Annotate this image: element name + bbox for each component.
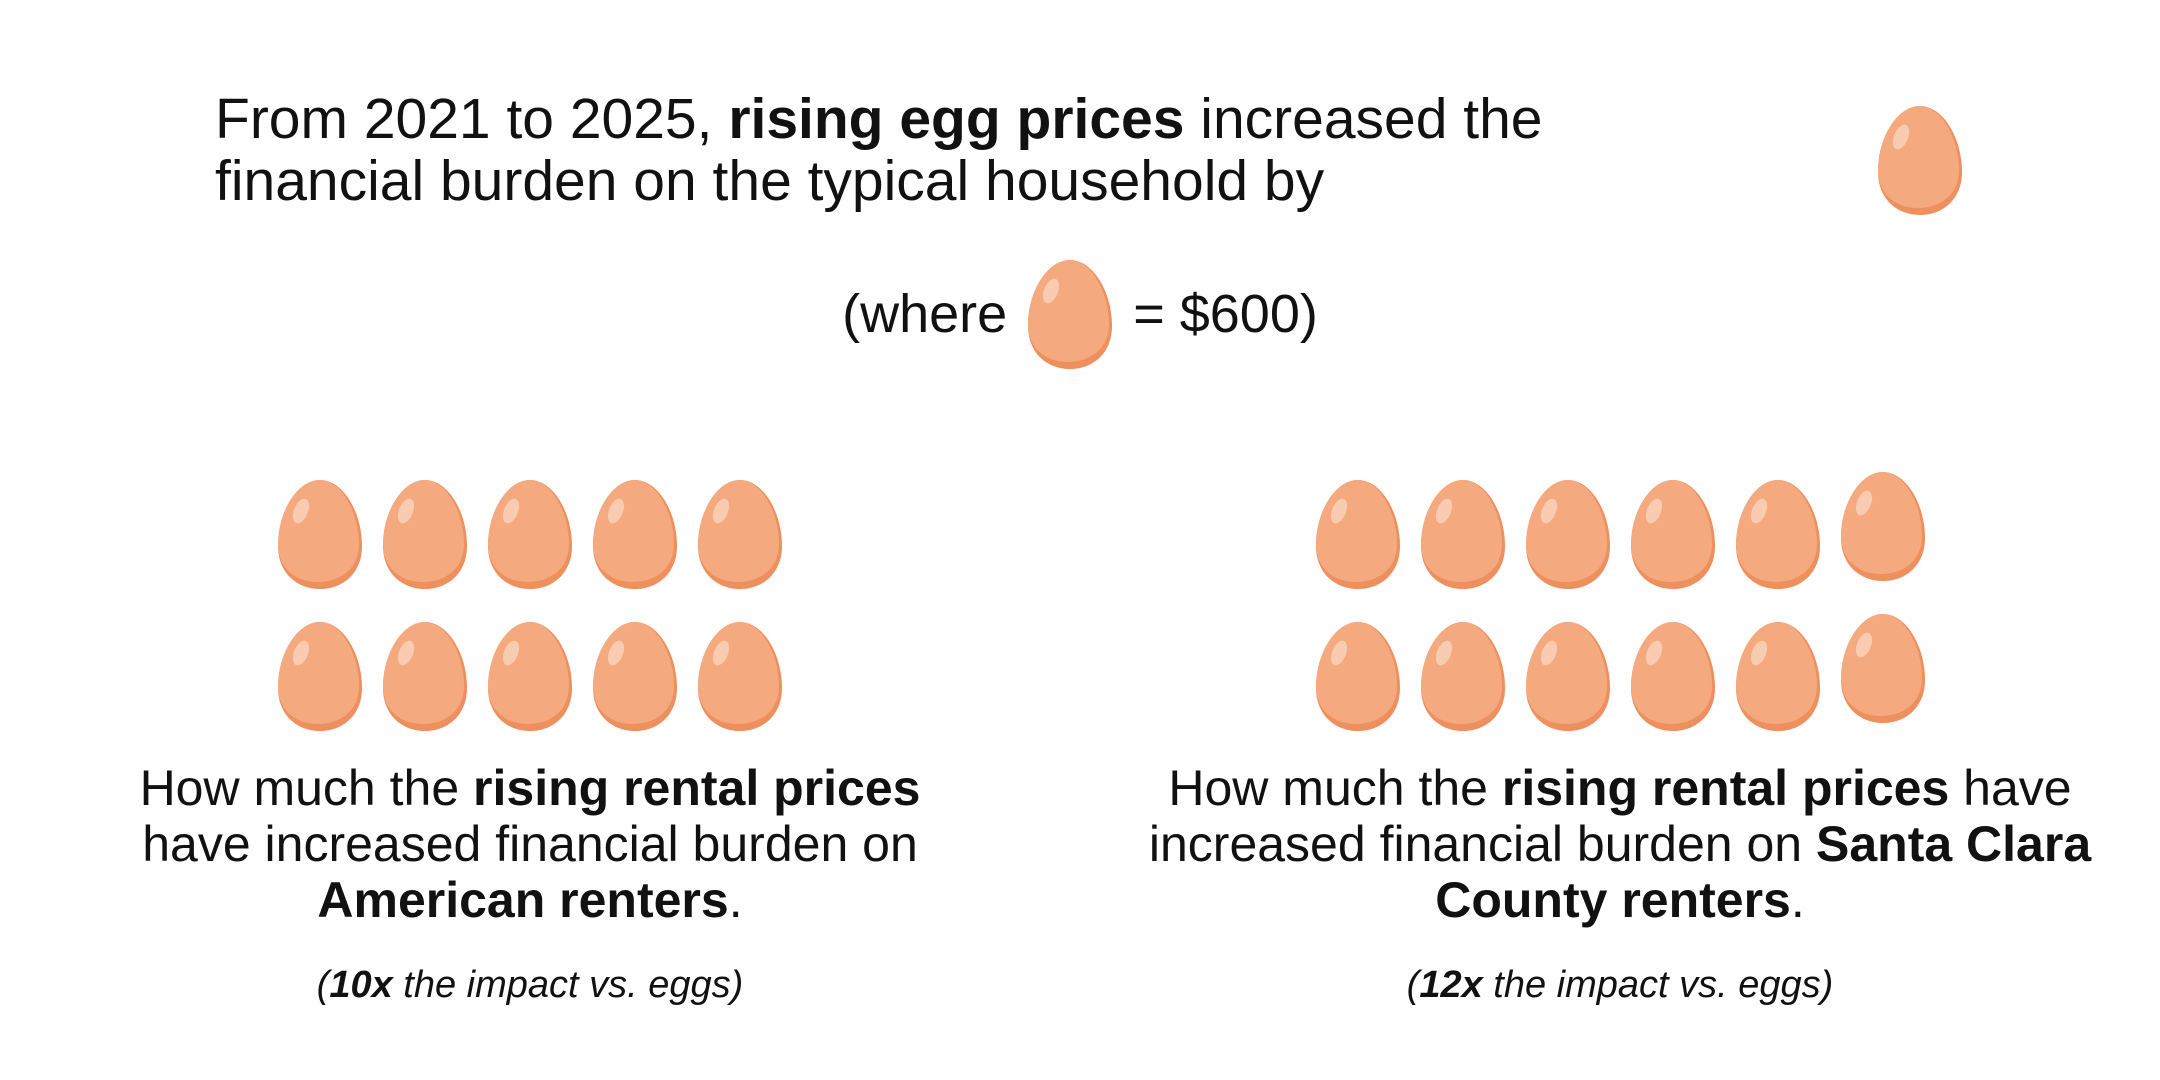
note-text: the impact vs. eggs) xyxy=(1482,964,1834,1006)
egg-row xyxy=(1315,478,1926,590)
egg-icon xyxy=(697,620,783,732)
caption-text: . xyxy=(728,872,743,928)
note-text: the impact vs. eggs) xyxy=(392,964,744,1006)
egg-icon xyxy=(1027,258,1113,370)
caption-text: have increased financial burden on xyxy=(1148,760,2072,872)
caption-bold: rising rental prices xyxy=(1501,760,1950,816)
impact-note: (12x the impact vs. eggs) xyxy=(1115,964,2125,1007)
egg-icon xyxy=(1630,620,1716,732)
caption-bold: American renters xyxy=(317,872,729,928)
egg-icon xyxy=(1840,470,1926,582)
egg-icon xyxy=(1315,620,1401,732)
egg-icon xyxy=(1630,478,1716,590)
headline: From 2021 to 2025, rising egg prices inc… xyxy=(215,88,1695,212)
headline-text-1: From 2021 to 2025, xyxy=(215,87,729,151)
egg-icon xyxy=(1420,620,1506,732)
egg-icon xyxy=(1735,620,1821,732)
note-text: ( xyxy=(316,964,330,1006)
caption-text: have increased financial burden on xyxy=(142,816,918,872)
egg-icon xyxy=(487,620,573,732)
american-renters-caption: How much the rising rental prices have i… xyxy=(100,760,960,928)
egg-icon xyxy=(592,478,678,590)
egg-icon xyxy=(697,478,783,590)
caption-bold: Santa Clara County renters xyxy=(1435,816,2092,928)
egg-icon xyxy=(1420,478,1506,590)
egg-row xyxy=(277,620,783,732)
impact-multiplier: 10x xyxy=(329,964,393,1006)
santa-clara-renters-caption: How much the rising rental prices have i… xyxy=(1115,760,2125,928)
egg-icon xyxy=(277,478,363,590)
egg-icon xyxy=(592,620,678,732)
egg-icon xyxy=(382,620,468,732)
impact-note: (10x the impact vs. eggs) xyxy=(100,964,960,1007)
caption-text: How much the xyxy=(1168,760,1502,816)
caption-bold: rising rental prices xyxy=(473,760,921,816)
note-text: ( xyxy=(1406,964,1420,1006)
legend: (where = $600) xyxy=(0,256,2160,372)
egg-icon xyxy=(1525,620,1611,732)
american-renters-group: How much the rising rental prices have i… xyxy=(100,478,960,1007)
headline-text-2: increased the financial burden on the ty… xyxy=(215,87,1543,213)
legend-suffix: = $600) xyxy=(1133,284,1318,344)
egg-icon xyxy=(1315,478,1401,590)
headline-bold: rising egg prices xyxy=(728,87,1185,151)
egg-icon xyxy=(277,620,363,732)
santa-clara-renters-group: How much the rising rental prices have i… xyxy=(1115,478,2125,1007)
egg-icon xyxy=(1840,612,1926,724)
caption-text: . xyxy=(1790,872,1805,928)
egg-icon xyxy=(382,478,468,590)
egg-icon xyxy=(1735,478,1821,590)
legend-prefix: (where xyxy=(842,284,1008,344)
egg-icon xyxy=(1877,104,1963,216)
egg-row xyxy=(1315,620,1926,732)
egg-icon xyxy=(487,478,573,590)
egg-grid xyxy=(100,478,960,732)
impact-multiplier: 12x xyxy=(1419,964,1483,1006)
egg-icon xyxy=(1525,478,1611,590)
egg-row xyxy=(277,478,783,590)
egg-grid xyxy=(1115,478,2125,732)
caption-text: How much the xyxy=(139,760,474,816)
